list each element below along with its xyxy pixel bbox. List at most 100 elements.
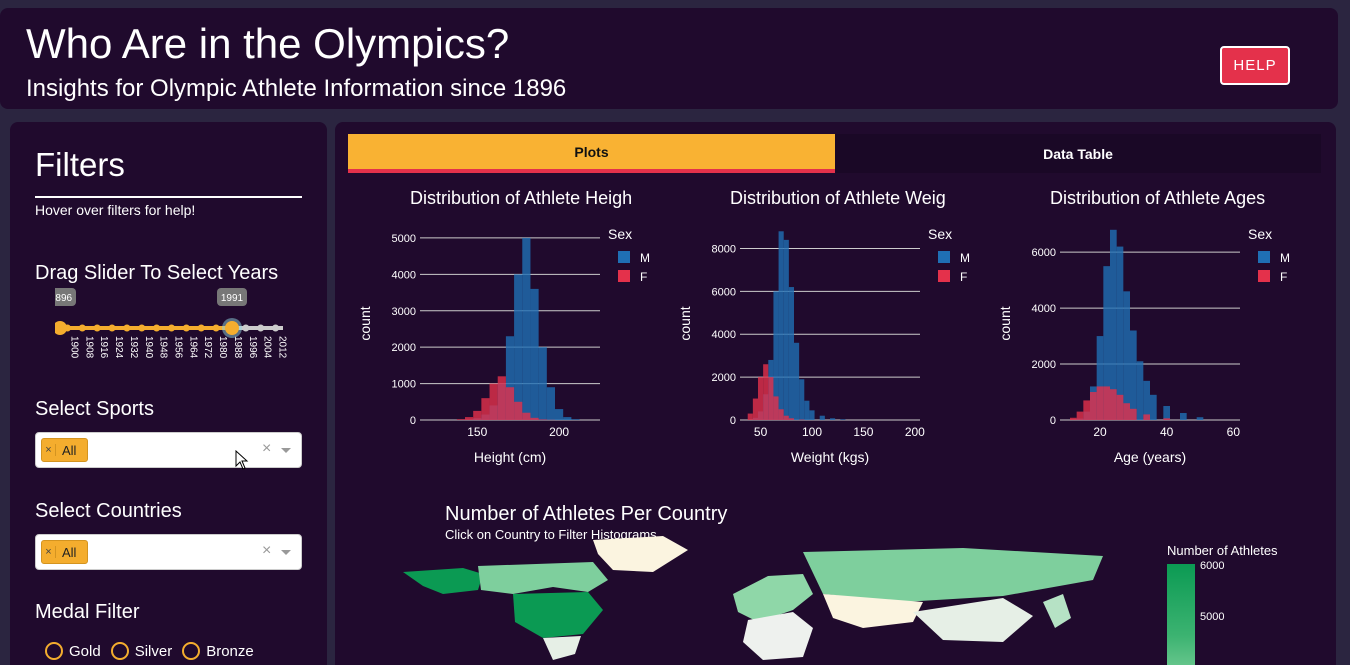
- slider-mark[interactable]: [197, 324, 205, 332]
- slider-mark[interactable]: [138, 324, 146, 332]
- histogram-bar[interactable]: [758, 377, 764, 420]
- histogram-bar[interactable]: [497, 376, 506, 420]
- radio-circle[interactable]: [110, 642, 129, 660]
- year-range-slider[interactable]: 1896 1991 1900 1908 1916 1924 1932 1940 1948 19…: [46, 282, 288, 359]
- legend-swatch[interactable]: [1258, 251, 1270, 263]
- histogram-bar[interactable]: [1096, 386, 1104, 420]
- radio-circle[interactable]: [182, 642, 201, 660]
- histogram-bar[interactable]: [1110, 389, 1117, 420]
- legend-swatch[interactable]: [938, 251, 950, 263]
- histogram-bar[interactable]: [804, 400, 810, 420]
- histogram-bar[interactable]: [819, 415, 825, 420]
- medal-option-silver[interactable]: Silver: [110, 642, 172, 660]
- histogram-bar[interactable]: [1196, 417, 1204, 420]
- legend-swatch[interactable]: [618, 270, 630, 282]
- country-russia[interactable]: [803, 548, 1103, 602]
- histogram-bar[interactable]: [773, 291, 779, 420]
- histogram-bar[interactable]: [1150, 394, 1157, 420]
- chevron-down-icon[interactable]: [281, 550, 291, 555]
- slider-mark[interactable]: [242, 324, 250, 332]
- histogram-bar[interactable]: [1070, 417, 1077, 420]
- histogram-bar[interactable]: [473, 410, 482, 420]
- histogram-bar[interactable]: [522, 237, 531, 420]
- histogram-bar[interactable]: [1143, 414, 1150, 420]
- histogram-bar[interactable]: [505, 387, 515, 420]
- histogram-bar[interactable]: [538, 347, 547, 420]
- histogram-bar[interactable]: [456, 419, 465, 420]
- histogram-bar[interactable]: [1096, 336, 1104, 420]
- histogram-bar[interactable]: [1083, 400, 1090, 420]
- histogram-bar[interactable]: [788, 418, 794, 420]
- histogram-bar[interactable]: [809, 410, 815, 420]
- histogram-bar[interactable]: [489, 383, 498, 420]
- histogram-bar[interactable]: [530, 417, 539, 420]
- histogram-bar[interactable]: [563, 417, 572, 420]
- sports-dropdown[interactable]: × All ×: [35, 432, 302, 468]
- histogram-bar[interactable]: [1163, 418, 1170, 420]
- histogram-bar[interactable]: [788, 287, 794, 420]
- histogram-bar[interactable]: [1090, 392, 1097, 420]
- histogram-bar[interactable]: [546, 387, 555, 420]
- legend-swatch[interactable]: [1258, 270, 1270, 282]
- legend-swatch[interactable]: [618, 251, 630, 263]
- histogram-bar[interactable]: [1130, 408, 1137, 420]
- histogram-bar[interactable]: [481, 398, 490, 420]
- histogram-bar[interactable]: [747, 413, 753, 420]
- histogram-bar[interactable]: [465, 417, 474, 420]
- country-japan[interactable]: [1043, 594, 1071, 628]
- country-usa[interactable]: [513, 592, 603, 638]
- histogram-bar[interactable]: [1123, 403, 1130, 420]
- histogram-bar[interactable]: [1163, 406, 1170, 420]
- country-north-africa[interactable]: [743, 612, 813, 660]
- histogram-bar[interactable]: [514, 401, 523, 420]
- slider-mark[interactable]: [182, 324, 190, 332]
- chip-remove-icon[interactable]: ×: [42, 546, 56, 558]
- chip-remove-icon[interactable]: ×: [42, 444, 56, 456]
- slider-mark[interactable]: [93, 324, 101, 332]
- medal-option-gold[interactable]: Gold: [45, 642, 101, 660]
- histogram-bar[interactable]: [799, 379, 805, 420]
- histogram-bar[interactable]: [505, 336, 515, 420]
- histogram-bar[interactable]: [778, 231, 784, 420]
- country-mexico[interactable]: [543, 636, 581, 660]
- legend-swatch[interactable]: [938, 270, 950, 282]
- country-greenland[interactable]: [593, 536, 688, 572]
- histogram-bar[interactable]: [1123, 291, 1130, 420]
- histogram-bar[interactable]: [840, 419, 846, 420]
- histogram-bar[interactable]: [538, 419, 547, 420]
- world-choropleth-map[interactable]: [403, 532, 1108, 662]
- histogram-bar[interactable]: [794, 342, 800, 420]
- histogram-bar[interactable]: [783, 239, 789, 420]
- histogram-bar[interactable]: [522, 412, 531, 420]
- country-europe[interactable]: [733, 574, 813, 622]
- tab-data-table[interactable]: Data Table: [835, 134, 1321, 173]
- slider-handle-start[interactable]: [53, 321, 67, 335]
- countries-dropdown[interactable]: × All ×: [35, 534, 302, 570]
- histogram-bar[interactable]: [752, 398, 758, 420]
- medal-option-bronze[interactable]: Bronze: [182, 642, 254, 660]
- help-button[interactable]: HELP: [1220, 46, 1290, 85]
- tab-plots[interactable]: Plots: [348, 134, 835, 173]
- slider-mark[interactable]: [272, 324, 280, 332]
- histogram-bar[interactable]: [571, 419, 580, 420]
- histogram-bar[interactable]: [783, 415, 789, 420]
- histogram-bar[interactable]: [1116, 394, 1124, 420]
- clear-icon[interactable]: ×: [262, 542, 272, 559]
- slider-mark[interactable]: [212, 324, 220, 332]
- histogram-bar[interactable]: [1130, 330, 1137, 420]
- country-alaska[interactable]: [403, 568, 483, 594]
- sports-chip[interactable]: × All: [41, 438, 88, 462]
- chevron-down-icon[interactable]: [281, 448, 291, 453]
- slider-mark[interactable]: [168, 324, 175, 332]
- slider-mark[interactable]: [78, 324, 86, 332]
- histogram-bar[interactable]: [1143, 380, 1150, 420]
- histogram-bar[interactable]: [1116, 246, 1124, 420]
- histogram-bar[interactable]: [773, 396, 779, 420]
- country-canada[interactable]: [478, 562, 608, 594]
- histogram-bar[interactable]: [1110, 229, 1117, 420]
- clear-icon[interactable]: ×: [262, 440, 272, 457]
- histogram-bar[interactable]: [530, 288, 539, 420]
- slider-mark[interactable]: [123, 324, 131, 332]
- histogram-bar[interactable]: [1076, 411, 1084, 420]
- slider-mark[interactable]: [257, 324, 265, 332]
